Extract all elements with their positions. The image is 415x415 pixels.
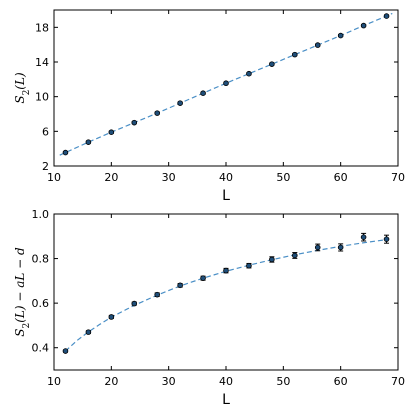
x-tick-label: 60 — [334, 375, 348, 388]
y-tick-label: 0.8 — [32, 253, 50, 266]
data-point — [108, 314, 115, 320]
axes-frame — [53, 9, 399, 167]
y-axis-label: S2(L) — [13, 72, 32, 104]
y-axis-label: S2(L) − aL − d — [13, 247, 32, 337]
fit-line — [59, 12, 393, 156]
data-point — [291, 252, 298, 259]
x-tick-label: 70 — [391, 375, 405, 388]
x-tick-label: 50 — [276, 375, 290, 388]
data-point — [177, 282, 183, 289]
data-point — [200, 90, 206, 96]
data-point — [108, 129, 115, 136]
x-tick-label: 10 — [47, 375, 61, 388]
data-point — [154, 291, 161, 298]
data-point — [62, 149, 69, 156]
y-tick-label: 18 — [35, 21, 49, 34]
data-point — [200, 275, 206, 281]
axes-frame — [53, 213, 399, 371]
data-point — [337, 32, 344, 39]
y-tick-label: 14 — [35, 56, 49, 69]
y-tick-label: 10 — [35, 91, 49, 104]
x-tick-label: 70 — [391, 171, 405, 184]
data-point — [269, 61, 275, 67]
x-tick-label: 50 — [276, 171, 290, 184]
data-point — [383, 236, 390, 242]
data-point — [177, 100, 183, 106]
data-point — [246, 70, 252, 77]
data-point — [131, 119, 138, 126]
y-tick-label: 0.4 — [32, 342, 50, 355]
data-point — [131, 300, 138, 307]
data-point — [269, 256, 275, 263]
y-tick-label: 6 — [42, 125, 49, 138]
x-tick-label: 10 — [47, 171, 61, 184]
data-point — [337, 244, 344, 251]
y-tick-label: 0.6 — [32, 297, 50, 310]
fit-line — [65, 239, 387, 352]
data-point — [291, 51, 298, 58]
x-tick-label: 20 — [104, 375, 118, 388]
x-tick-label: 40 — [219, 375, 233, 388]
data-point — [360, 22, 367, 29]
data-point — [223, 267, 229, 274]
top-chart-panel: 10 20 30 40 50 60 70 2 6 10 14 18 L S2(L) — [13, 9, 405, 204]
data-point — [314, 42, 321, 48]
data-point — [314, 244, 321, 251]
x-tick-label: 20 — [104, 171, 118, 184]
y-tick-label: 2 — [42, 160, 49, 173]
x-tick-label: 40 — [219, 171, 233, 184]
data-point — [223, 80, 229, 87]
data-point — [154, 110, 161, 116]
x-axis-label: L — [222, 188, 230, 204]
data-point — [246, 262, 252, 269]
x-tick-label: 30 — [162, 171, 176, 184]
data-point — [383, 13, 390, 19]
y-tick-label: 1.0 — [32, 208, 50, 221]
x-tick-label: 30 — [162, 375, 176, 388]
data-point — [85, 139, 92, 145]
x-axis-label: L — [222, 392, 230, 408]
data-point — [85, 329, 92, 335]
bottom-chart-panel: 10 20 30 40 50 60 70 0.4 0.6 0.8 1.0 L S2(L) − aL − … — [13, 208, 405, 408]
data-point — [360, 234, 367, 240]
data-point — [62, 348, 69, 354]
x-tick-label: 60 — [334, 171, 348, 184]
